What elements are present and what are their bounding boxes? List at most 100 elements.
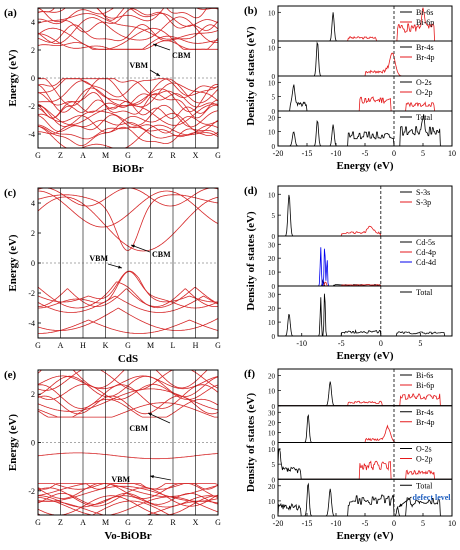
y-tick-label: 2: [31, 229, 35, 238]
dos-curves: [278, 414, 452, 443]
vbm-annotation: VBM: [111, 475, 130, 484]
arrow-head: [131, 244, 135, 248]
x-tick-label: -15: [302, 149, 313, 158]
y-tick-label: 5: [272, 212, 276, 220]
cbm-annotation: CBM: [129, 424, 148, 433]
y-tick-label: 0: [272, 73, 276, 81]
arrow-head: [398, 503, 403, 507]
dos-curves: [278, 381, 452, 406]
x-tick-label: 10: [448, 519, 456, 528]
dos-curve: [278, 114, 452, 146]
x-tick-label: -5: [362, 149, 369, 158]
x-axis-label: Energy (eV): [336, 350, 393, 362]
kpoint-label: G: [125, 341, 131, 350]
legend-label: Bi-6s: [416, 8, 433, 17]
legend-label: Cd-5s: [416, 238, 435, 247]
y-tick-label: 0: [272, 403, 276, 411]
y-tick-label: 10: [268, 191, 276, 199]
legend-label: Br-4s: [416, 43, 434, 52]
y-tick-label: 10: [268, 429, 276, 437]
y-tick-label: 20: [268, 373, 276, 381]
dos-curve: [278, 96, 452, 111]
kpoint-label: G: [125, 151, 131, 160]
kpoint-label: Z: [148, 151, 153, 160]
x-tick-label: 5: [421, 149, 425, 158]
legend-label: Br-4s: [416, 408, 434, 417]
legend-label: Bi-6p: [416, 381, 434, 390]
y-tick-label: 10: [268, 129, 276, 137]
x-tick-label: 10: [448, 149, 456, 158]
x-tick-label: 5: [418, 339, 422, 348]
y-tick-label: 0: [31, 74, 35, 83]
band-line: [38, 370, 208, 389]
material-label: Vo-BiOBr: [104, 530, 151, 542]
legend-label: Cd-4p: [416, 248, 436, 257]
dos-curve: [278, 414, 452, 443]
x-axis-label: Energy (eV): [336, 160, 393, 172]
material-label: CdS: [118, 353, 138, 365]
legend-label: O-2s: [416, 445, 432, 454]
dos-subpanel: 0 10 20 Total: [268, 110, 453, 151]
arrow-head: [150, 475, 154, 479]
kpoint-label: M: [102, 151, 109, 160]
x-tick-label: -20: [273, 149, 284, 158]
y-tick-label: 30: [268, 409, 276, 417]
y-tick-label: 20: [268, 483, 276, 491]
x-tick-label: -10: [331, 149, 342, 158]
y-axis-label: Density of states (eV): [245, 211, 257, 311]
dos-curve: [278, 482, 452, 516]
x-tick-label: 0: [392, 519, 396, 528]
y-tick-label: 5: [272, 94, 276, 102]
dos-curves: [278, 247, 452, 286]
y-tick-label: 10: [268, 44, 276, 52]
dos-curves: [278, 293, 452, 336]
subpanel-frame: [277, 285, 453, 337]
kpoint-label: K: [103, 341, 109, 350]
band-line: [38, 188, 218, 207]
dos-curve: [278, 460, 452, 480]
x-tick-label: 0: [392, 149, 396, 158]
y-tick-label: 0: [272, 476, 276, 484]
y-tick-label: 20: [268, 305, 276, 313]
band-panel-e: -2 0 2 G Z A M G Z R X G Energy (eV) Vo-BiOBr (e) VBM CB…: [4, 369, 221, 542]
y-tick-label: 20: [268, 255, 276, 263]
kpoint-label: L: [171, 341, 176, 350]
y-tick-label: 30: [268, 241, 276, 249]
x-tick-label: -5: [362, 519, 369, 528]
x-tick-label: -10: [296, 339, 307, 348]
legend-label: Total: [416, 481, 433, 490]
y-tick-label: 5: [272, 461, 276, 469]
y-axis-label: Density of states (eV): [245, 393, 257, 493]
cbm-annotation: CBM: [172, 51, 191, 60]
dos-curve: [278, 7, 452, 41]
kpoint-label: Z: [58, 518, 63, 527]
y-tick-label: 10: [268, 269, 276, 277]
y-tick-label: 10: [268, 319, 276, 327]
annotation-arrow: [147, 412, 171, 424]
kpoint-label: R: [170, 151, 176, 160]
arrow-head: [148, 413, 152, 416]
y-tick-label: -2: [28, 487, 35, 496]
legend-label: Total: [416, 288, 433, 297]
panel-label: (f): [244, 368, 255, 380]
y-tick-label: 10: [268, 388, 276, 396]
legend-label: O-2s: [416, 78, 432, 87]
legend-label: Bi-6s: [416, 371, 433, 380]
kpoint-label: A: [80, 151, 86, 160]
y-tick-label: 10: [268, 498, 276, 506]
y-tick-label: 0: [272, 233, 276, 241]
kpoint-label: H: [193, 341, 199, 350]
y-tick-label: 0: [272, 38, 276, 46]
dos-curves: [278, 194, 452, 236]
kpoint-label: Z: [58, 151, 63, 160]
y-tick-label: 30: [268, 291, 276, 299]
panel-label: (d): [244, 185, 258, 197]
x-tick-label: -5: [338, 339, 345, 348]
